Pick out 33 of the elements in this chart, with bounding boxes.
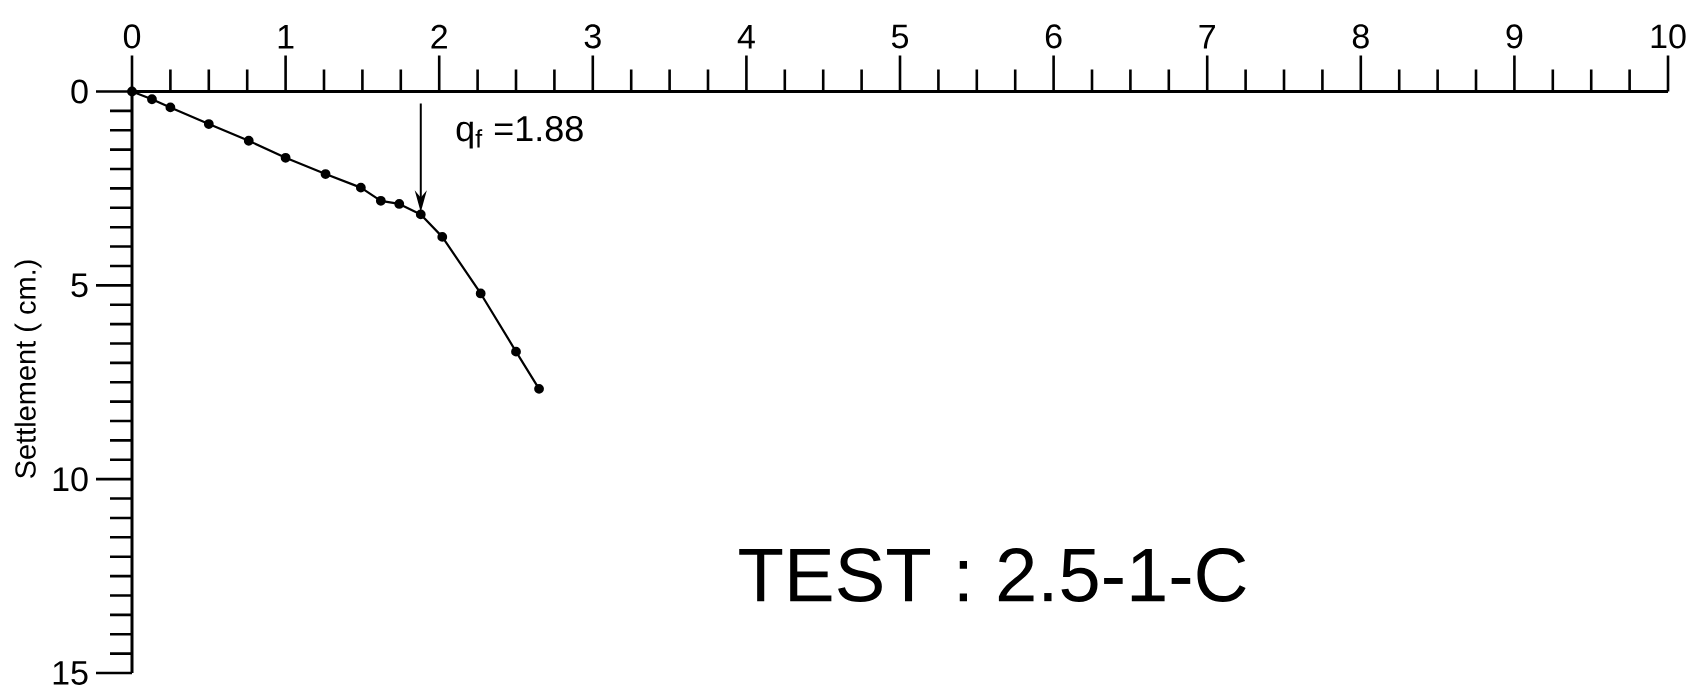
- point: [511, 346, 521, 357]
- point: [375, 195, 386, 206]
- point: [127, 86, 137, 97]
- x-tick-label: 8: [1352, 24, 1369, 49]
- point: [415, 209, 426, 220]
- x-tick-label: 6: [1045, 24, 1062, 49]
- point: [203, 119, 214, 129]
- point: [534, 383, 544, 394]
- point: [147, 94, 157, 105]
- point: [437, 231, 448, 242]
- x-tick-label: 3: [584, 24, 601, 49]
- x-tick-label: 9: [1506, 24, 1523, 49]
- x-tick-label: 7: [1199, 25, 1215, 49]
- annotation: TEST : 2.5-1-C: [739, 548, 1246, 602]
- point: [475, 288, 486, 299]
- x-tick-label: 0: [123, 24, 141, 49]
- y-tick-label: 10: [53, 467, 88, 492]
- annotation: q$_{f}$ =1.88: [456, 115, 583, 149]
- point: [320, 169, 331, 179]
- point: [165, 102, 176, 113]
- y-tick-label: 0: [71, 79, 88, 104]
- x-tick-label: 4: [737, 25, 755, 49]
- y-tick-label: 15: [53, 661, 88, 685]
- x-tick-label: 2: [431, 24, 447, 49]
- x-tick-label: 5: [891, 24, 909, 49]
- point: [355, 182, 366, 193]
- y-axis-title: Settlement ( cm.): [14, 260, 42, 479]
- point: [394, 199, 405, 209]
- x-tick-label: 10: [1651, 24, 1686, 49]
- point: [280, 152, 291, 163]
- x-tick-label: 1: [278, 25, 294, 49]
- point: [243, 135, 254, 146]
- y-tick-label: 5: [71, 273, 88, 298]
